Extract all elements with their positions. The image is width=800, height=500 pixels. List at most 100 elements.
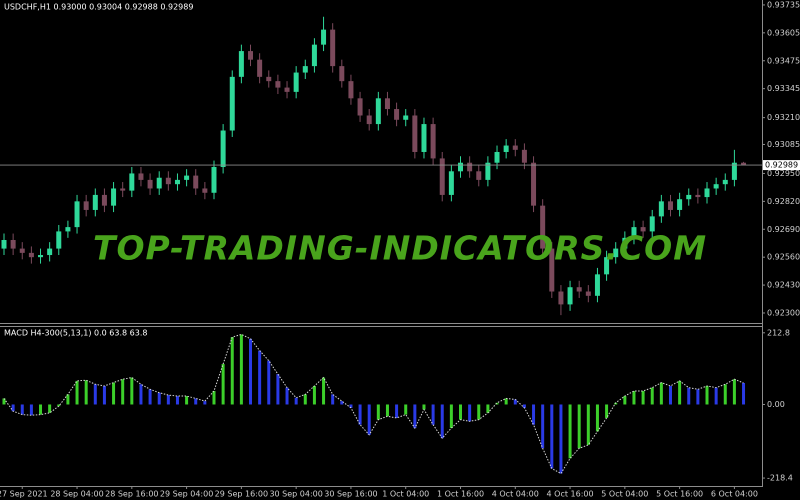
candle-body <box>604 257 610 275</box>
candle-body <box>741 162 747 166</box>
y-tick-label: -218.4 <box>767 474 793 483</box>
candle-body <box>47 248 53 256</box>
candle-body <box>10 239 16 249</box>
x-tick-label: 28 Sep 16:00 <box>105 490 158 499</box>
histogram-bar <box>258 350 262 405</box>
histogram-bar <box>66 394 70 405</box>
histogram-bar <box>93 384 97 405</box>
x-tick-label: 5 Oct 04:00 <box>601 490 648 499</box>
y-tick-label: 0.93475 <box>767 56 800 65</box>
histogram-bar <box>632 391 636 405</box>
histogram-bar <box>139 384 143 405</box>
histogram-bar <box>732 379 736 405</box>
histogram-bar <box>668 385 672 405</box>
candle-body <box>56 231 62 249</box>
y-tick-label: 0.92560 <box>767 253 800 262</box>
x-tick-label: 30 Sep 04:00 <box>269 490 322 499</box>
histogram-bar <box>185 396 189 405</box>
histogram-bar <box>385 404 389 417</box>
candle-body <box>567 287 573 305</box>
candle-body <box>558 291 564 305</box>
candle-body <box>229 76 235 131</box>
candle-body <box>375 98 381 125</box>
histogram-bar <box>422 404 426 410</box>
candle-body <box>521 149 527 163</box>
candle-body <box>458 162 463 172</box>
candle-body <box>686 194 692 200</box>
histogram-bar <box>11 404 15 412</box>
histogram-bar <box>678 380 682 405</box>
candle-body <box>704 188 710 198</box>
candle-body <box>412 115 418 152</box>
histogram-bar <box>431 404 435 425</box>
histogram-bar <box>194 398 198 405</box>
x-tick-label: 1 Oct 04:00 <box>382 490 429 499</box>
x-tick-label: 1 Oct 16:00 <box>437 490 484 499</box>
candle-body <box>138 173 144 180</box>
histogram-bar <box>48 404 52 413</box>
signal-line <box>3 333 744 475</box>
candle-body <box>384 98 390 110</box>
histogram-bar <box>623 396 627 405</box>
candle-body <box>658 201 664 217</box>
watermark: TOP-TRADING-INDICATORS.COM <box>93 229 707 268</box>
candle-body <box>74 201 80 228</box>
histogram-bar <box>532 404 536 425</box>
candle-body <box>330 29 336 67</box>
histogram-bar <box>29 404 33 416</box>
candle-body <box>1 239 7 249</box>
histogram-bar <box>513 399 517 405</box>
candle-body <box>649 216 655 232</box>
indicator-title: MACD H4-300(5,13,1) 0.0 63.8 63.8 <box>4 329 147 338</box>
histogram-bar <box>468 404 472 422</box>
histogram-bar <box>239 334 243 405</box>
candle-body <box>713 184 719 189</box>
y-tick-label: 0.93345 <box>767 84 800 93</box>
y-tick-label: 0.92300 <box>767 308 800 317</box>
histogram-bar <box>714 387 718 405</box>
x-tick-label: 4 Oct 16:00 <box>547 490 594 499</box>
histogram-bar <box>285 387 289 405</box>
candle-body <box>202 188 208 193</box>
candle-body <box>585 291 591 296</box>
candle-body <box>220 130 226 168</box>
histogram-bar <box>395 404 399 418</box>
candle-body <box>695 194 701 198</box>
histogram-bar <box>541 404 545 449</box>
histogram-bar <box>440 404 444 439</box>
histogram-bar <box>495 402 499 405</box>
candle-body <box>540 205 546 249</box>
y-tick-label: 212.8 <box>767 328 790 337</box>
candle-body <box>631 227 637 238</box>
candle-body <box>293 72 299 92</box>
candle-body <box>394 109 400 120</box>
candle-body <box>92 194 98 210</box>
candle-body <box>321 29 327 45</box>
candle-body <box>311 44 317 67</box>
histogram-bar <box>605 404 609 418</box>
histogram-bar <box>130 377 134 405</box>
candle-body <box>111 188 117 206</box>
histogram-bar <box>230 337 234 405</box>
x-tick-label: 6 Oct 04:00 <box>711 490 758 499</box>
histogram-bar <box>595 404 599 432</box>
candle-body <box>339 66 345 82</box>
y-tick-label: 0.93735 <box>767 0 800 9</box>
y-tick-label: 0.92820 <box>767 197 800 206</box>
candle-body <box>512 145 518 150</box>
x-tick-label: 4 Oct 04:00 <box>492 490 539 499</box>
histogram-bar <box>312 385 316 405</box>
x-tick-label: 30 Sep 16:00 <box>324 490 377 499</box>
candle-body <box>174 179 180 185</box>
histogram-bar <box>102 385 106 405</box>
candle-body <box>83 201 89 210</box>
histogram-bar <box>175 396 179 405</box>
y-tick-label: 0.00 <box>767 400 785 409</box>
histogram-bar <box>696 389 700 405</box>
x-tick-label: 28 Sep 04:00 <box>50 490 103 499</box>
histogram-bar <box>723 384 727 405</box>
histogram-bar <box>84 380 88 405</box>
histogram-bar <box>586 404 590 445</box>
